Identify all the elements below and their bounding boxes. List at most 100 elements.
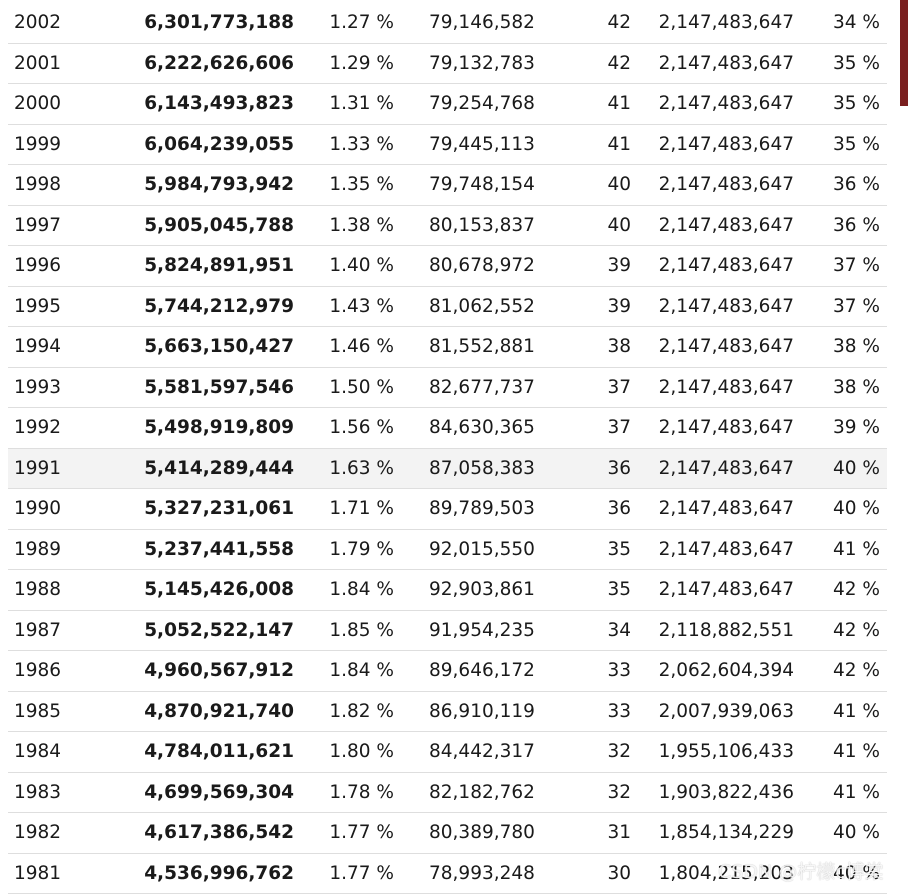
table-row[interactable]: 1998 5,984,793,942 1.35 % 79,748,154 40 2,147… xyxy=(8,165,887,206)
yearly-change-cell: 92,015,550 xyxy=(429,538,535,560)
value-cell: 2,147,483,647 xyxy=(658,133,794,155)
percent-cell: 36 % xyxy=(833,174,880,195)
year-cell: 1994 xyxy=(14,336,62,357)
median-age-cell: 30 xyxy=(607,862,631,884)
population-cell: 6,143,493,823 xyxy=(144,93,294,114)
population-cell: 5,052,522,147 xyxy=(144,619,294,641)
value-cell: 2,147,483,647 xyxy=(658,174,794,195)
growth-rate-cell: 1.56 % xyxy=(329,417,394,438)
year-cell: 1981 xyxy=(14,862,62,884)
table-row[interactable]: 1983 4,699,569,304 1.78 % 82,182,762 32 1,903… xyxy=(8,773,887,813)
table-row[interactable]: 1988 5,145,426,008 1.84 % 92,903,861 35 2,147… xyxy=(8,570,887,611)
percent-cell: 41 % xyxy=(833,781,880,803)
table-row[interactable]: 2002 6,301,773,188 1.27 % 79,146,582 42 2,147… xyxy=(8,3,887,44)
table-row[interactable]: 1991 5,414,289,444 1.63 % 87,058,383 36 2,147… xyxy=(8,448,887,489)
population-cell: 5,905,045,788 xyxy=(144,214,294,236)
table-row[interactable]: 1993 5,581,597,546 1.50 % 82,677,737 37 2,147… xyxy=(8,368,887,408)
percent-cell: 40 % xyxy=(833,498,880,519)
value-cell: 2,147,483,647 xyxy=(658,255,794,276)
year-cell: 1993 xyxy=(14,376,62,398)
table-row[interactable]: 1995 5,744,212,979 1.43 % 81,062,552 39 2,147… xyxy=(8,287,887,327)
growth-rate-cell: 1.85 % xyxy=(329,619,394,641)
year-cell: 1998 xyxy=(14,174,62,195)
yearly-change-cell: 92,903,861 xyxy=(429,579,535,600)
value-cell: 1,903,822,436 xyxy=(658,781,794,803)
median-age-cell: 41 xyxy=(607,93,631,114)
yearly-change-cell: 79,445,113 xyxy=(429,133,535,155)
table-row[interactable]: 2001 6,222,626,606 1.29 % 79,132,783 42 2,147… xyxy=(8,44,887,84)
year-cell: 1984 xyxy=(14,741,62,762)
year-cell: 1999 xyxy=(14,133,62,155)
growth-rate-cell: 1.77 % xyxy=(329,822,394,843)
percent-cell: 42 % xyxy=(833,579,880,600)
percent-cell: 35 % xyxy=(833,93,880,114)
year-cell: 1992 xyxy=(14,417,62,438)
yearly-change-cell: 79,748,154 xyxy=(429,174,535,195)
table-row[interactable]: 1990 5,327,231,061 1.71 % 89,789,503 36 2,147… xyxy=(8,489,887,530)
median-age-cell: 31 xyxy=(607,822,631,843)
population-cell: 5,984,793,942 xyxy=(144,174,294,195)
value-cell: 2,147,483,647 xyxy=(658,93,794,114)
watermark: CSDN @柠檬c博棠 xyxy=(718,861,884,883)
table-row[interactable]: 1987 5,052,522,147 1.85 % 91,954,235 34 2,118… xyxy=(8,611,887,651)
population-cell: 5,327,231,061 xyxy=(144,498,294,519)
median-age-cell: 40 xyxy=(607,174,631,195)
table-row[interactable]: 1986 4,960,567,912 1.84 % 89,646,172 33 2,062… xyxy=(8,651,887,692)
growth-rate-cell: 1.84 % xyxy=(329,660,394,681)
population-cell: 5,498,919,809 xyxy=(144,417,294,438)
growth-rate-cell: 1.40 % xyxy=(329,255,394,276)
growth-rate-cell: 1.43 % xyxy=(329,295,394,317)
scrollbar-accent xyxy=(900,0,908,106)
growth-rate-cell: 1.27 % xyxy=(329,12,394,33)
year-cell: 1990 xyxy=(14,498,62,519)
median-age-cell: 35 xyxy=(607,538,631,560)
value-cell: 2,147,483,647 xyxy=(658,12,794,33)
value-cell: 2,062,604,394 xyxy=(658,660,794,681)
growth-rate-cell: 1.79 % xyxy=(329,538,394,560)
yearly-change-cell: 84,442,317 xyxy=(429,741,535,762)
yearly-change-cell: 81,062,552 xyxy=(429,295,535,317)
year-cell: 1991 xyxy=(14,457,62,479)
percent-cell: 40 % xyxy=(833,822,880,843)
median-age-cell: 33 xyxy=(607,700,631,722)
year-cell: 1983 xyxy=(14,781,62,803)
percent-cell: 34 % xyxy=(833,12,880,33)
yearly-change-cell: 79,254,768 xyxy=(429,93,535,114)
value-cell: 2,147,483,647 xyxy=(658,498,794,519)
value-cell: 2,147,483,647 xyxy=(658,376,794,398)
median-age-cell: 32 xyxy=(607,781,631,803)
growth-rate-cell: 1.84 % xyxy=(329,579,394,600)
yearly-change-cell: 80,678,972 xyxy=(429,255,535,276)
table-row[interactable]: 1982 4,617,386,542 1.77 % 80,389,780 31 1,854… xyxy=(8,813,887,854)
table-row[interactable]: 1981 4,536,996,762 1.77 % 78,993,248 30 1,804… xyxy=(8,854,887,894)
value-cell: 2,147,483,647 xyxy=(658,457,794,479)
population-cell: 5,581,597,546 xyxy=(144,376,294,398)
table-row[interactable]: 1985 4,870,921,740 1.82 % 86,910,119 33 2,007… xyxy=(8,692,887,732)
growth-rate-cell: 1.50 % xyxy=(329,376,394,398)
yearly-change-cell: 78,993,248 xyxy=(429,862,535,884)
population-cell: 5,237,441,558 xyxy=(144,538,294,560)
percent-cell: 41 % xyxy=(833,700,880,722)
table-row[interactable]: 1992 5,498,919,809 1.56 % 84,630,365 37 2,147… xyxy=(8,408,887,449)
value-cell: 2,147,483,647 xyxy=(658,336,794,357)
growth-rate-cell: 1.77 % xyxy=(329,862,394,884)
table-row[interactable]: 1994 5,663,150,427 1.46 % 81,552,881 38 2,147… xyxy=(8,327,887,368)
median-age-cell: 33 xyxy=(607,660,631,681)
growth-rate-cell: 1.63 % xyxy=(329,457,394,479)
table-row[interactable]: 2000 6,143,493,823 1.31 % 79,254,768 41 2,147… xyxy=(8,84,887,125)
table-row[interactable]: 1996 5,824,891,951 1.40 % 80,678,972 39 2,147… xyxy=(8,246,887,287)
value-cell: 2,147,483,647 xyxy=(658,579,794,600)
table-row[interactable]: 1984 4,784,011,621 1.80 % 84,442,317 32 1,955… xyxy=(8,732,887,773)
population-table: 2002 6,301,773,188 1.27 % 79,146,582 42 2,147… xyxy=(8,3,887,894)
population-cell: 4,960,567,912 xyxy=(144,660,294,681)
percent-cell: 40 % xyxy=(833,862,880,884)
table-row[interactable]: 1989 5,237,441,558 1.79 % 92,015,550 35 2,147… xyxy=(8,530,887,570)
year-cell: 1997 xyxy=(14,214,62,236)
value-cell: 2,147,483,647 xyxy=(658,52,794,74)
table-row[interactable]: 1997 5,905,045,788 1.38 % 80,153,837 40 2,147… xyxy=(8,206,887,246)
growth-rate-cell: 1.35 % xyxy=(329,174,394,195)
table-row[interactable]: 1999 6,064,239,055 1.33 % 79,445,113 41 2,147… xyxy=(8,125,887,165)
growth-rate-cell: 1.31 % xyxy=(329,93,394,114)
value-cell: 1,804,215,203 xyxy=(658,862,794,884)
growth-rate-cell: 1.82 % xyxy=(329,700,394,722)
